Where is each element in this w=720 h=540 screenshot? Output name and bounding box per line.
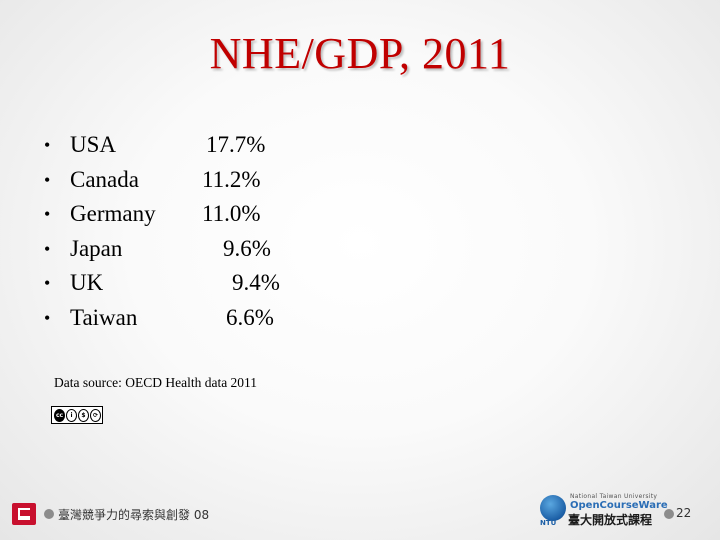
footer-dot-icon	[44, 509, 54, 519]
country-name: Taiwan	[70, 304, 138, 330]
bullet-icon: •	[44, 273, 51, 293]
country-value: 6.6%	[226, 304, 274, 330]
country-value: 9.4%	[232, 270, 280, 295]
country-name: USA	[70, 132, 117, 157]
bullet-icon: •	[44, 307, 51, 328]
bullet-icon: •	[44, 204, 51, 224]
ntu-tag: NTU	[540, 519, 557, 527]
bullet-icon: •	[44, 135, 51, 155]
footer-course-title: 臺灣競爭力的尋索與創發 08	[58, 508, 210, 522]
ocw-chinese-name: 臺大開放式課程	[568, 513, 653, 527]
bullet-icon: •	[44, 169, 51, 190]
country-value: 17.7%	[206, 132, 266, 157]
cc-icon: cc	[54, 408, 65, 422]
by-icon: i	[66, 408, 77, 422]
footer-dot-icon	[664, 509, 674, 519]
country-name: Japan	[70, 235, 123, 261]
bullet-icon: •	[44, 238, 51, 259]
slide-title: NHE/GDP, 2011	[209, 29, 511, 78]
country-value: 11.0%	[202, 201, 261, 226]
page-number: 22	[676, 506, 692, 520]
ocw-name: OpenCourseWare	[570, 500, 668, 511]
creative-commons-by-nc-sa-icon[interactable]: cc i $ ⟳	[51, 406, 103, 424]
publisher-logo-icon	[12, 503, 36, 525]
country-value: 11.2%	[202, 166, 261, 192]
sa-icon: ⟳	[90, 408, 101, 422]
country-name: Germany	[70, 201, 156, 226]
country-name: UK	[70, 270, 104, 295]
ntu-name: National Taiwan University	[570, 493, 658, 500]
nc-icon: $	[78, 408, 89, 422]
data-source-note: Data source: OECD Health data 2011	[54, 375, 258, 390]
country-name: Canada	[70, 166, 139, 192]
ntu-ocw-logo[interactable]: National Taiwan University OpenCourseWar…	[538, 493, 668, 529]
globe-icon	[540, 495, 566, 521]
country-value: 9.6%	[223, 235, 271, 261]
